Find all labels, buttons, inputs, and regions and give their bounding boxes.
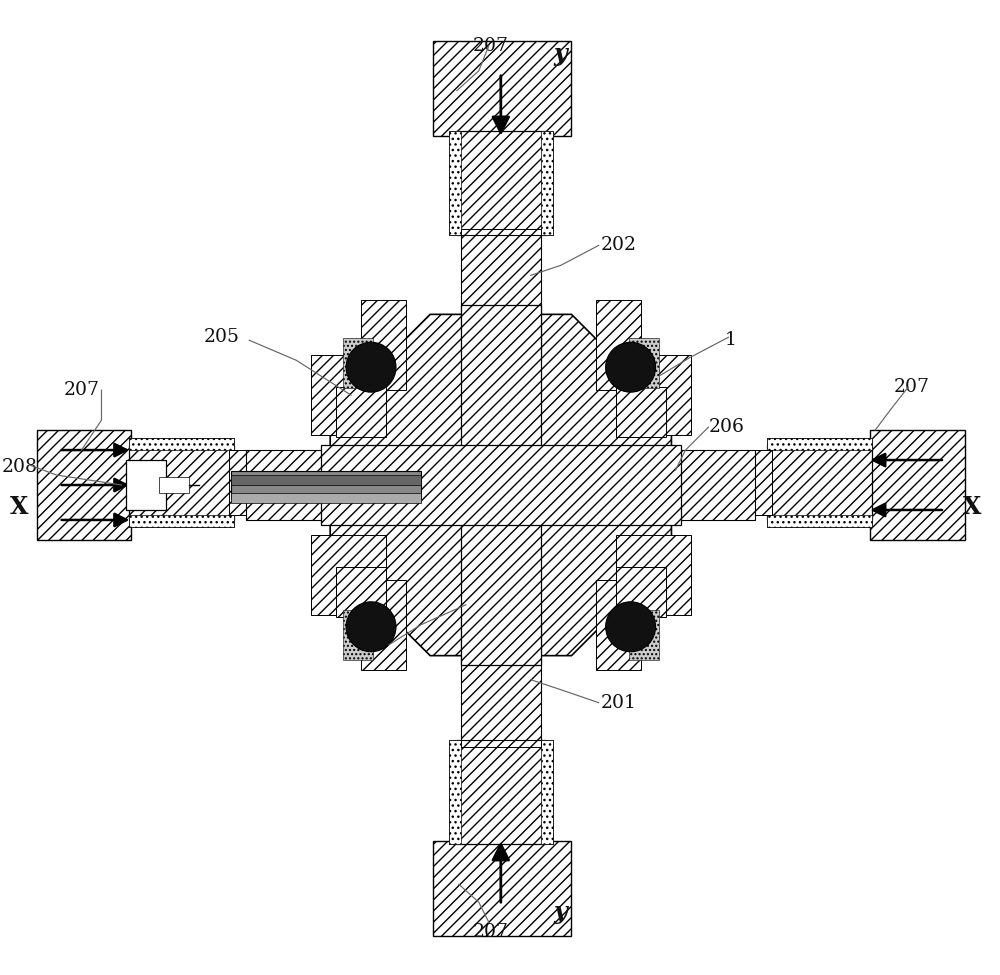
Bar — [433, 41, 571, 136]
Bar — [229, 450, 247, 515]
Bar — [461, 235, 541, 355]
Bar — [596, 300, 641, 390]
Circle shape — [346, 342, 396, 392]
Bar — [461, 728, 541, 747]
Bar — [336, 566, 386, 617]
Bar — [311, 355, 386, 435]
Bar — [541, 131, 553, 235]
Bar — [311, 535, 386, 615]
Bar — [231, 493, 421, 503]
Text: X: X — [963, 495, 981, 519]
Text: 1: 1 — [725, 332, 736, 349]
Bar — [126, 460, 166, 510]
Bar — [343, 609, 373, 660]
Bar — [433, 841, 571, 936]
Bar — [37, 430, 131, 540]
Text: 207: 207 — [894, 378, 930, 396]
Bar — [461, 305, 541, 665]
Bar — [754, 450, 772, 515]
Bar — [541, 740, 553, 844]
Circle shape — [346, 602, 396, 651]
Bar — [629, 338, 659, 388]
Bar — [767, 445, 872, 520]
Bar — [129, 445, 234, 520]
Text: 207: 207 — [473, 923, 509, 941]
Bar — [767, 438, 872, 450]
Bar — [616, 535, 691, 615]
Bar — [129, 438, 234, 450]
Bar — [449, 740, 461, 844]
Bar — [361, 300, 406, 390]
Text: 205: 205 — [203, 329, 239, 346]
Bar — [461, 229, 541, 248]
Polygon shape — [330, 314, 671, 655]
Bar — [336, 387, 386, 437]
Text: 202: 202 — [601, 236, 637, 254]
Bar — [449, 131, 553, 235]
Bar — [456, 131, 546, 235]
Bar — [343, 338, 373, 388]
Bar — [449, 131, 461, 235]
Bar — [361, 580, 406, 670]
Text: 201: 201 — [601, 693, 637, 712]
Bar — [246, 450, 366, 520]
Bar — [449, 740, 553, 844]
Text: 207: 207 — [64, 381, 100, 399]
Bar — [616, 566, 666, 617]
Text: 207: 207 — [473, 37, 509, 55]
Bar — [321, 445, 681, 525]
Text: 501: 501 — [351, 641, 387, 659]
Bar — [767, 438, 872, 526]
Bar — [596, 580, 641, 670]
Bar — [159, 477, 189, 493]
Circle shape — [606, 602, 656, 651]
Text: X: X — [10, 495, 29, 519]
Bar — [461, 620, 541, 740]
Bar — [129, 438, 234, 526]
Circle shape — [606, 342, 656, 392]
Bar — [636, 450, 755, 520]
Text: 208: 208 — [2, 458, 38, 476]
Bar — [870, 430, 965, 540]
Bar — [129, 515, 234, 527]
Text: 206: 206 — [708, 418, 744, 436]
Bar — [616, 387, 666, 437]
Text: y: y — [554, 900, 568, 924]
Bar — [629, 609, 659, 660]
Bar — [231, 475, 421, 485]
Bar — [616, 355, 691, 435]
Text: y: y — [554, 42, 568, 65]
Bar — [231, 471, 421, 499]
Bar — [767, 515, 872, 527]
Bar — [456, 740, 546, 844]
